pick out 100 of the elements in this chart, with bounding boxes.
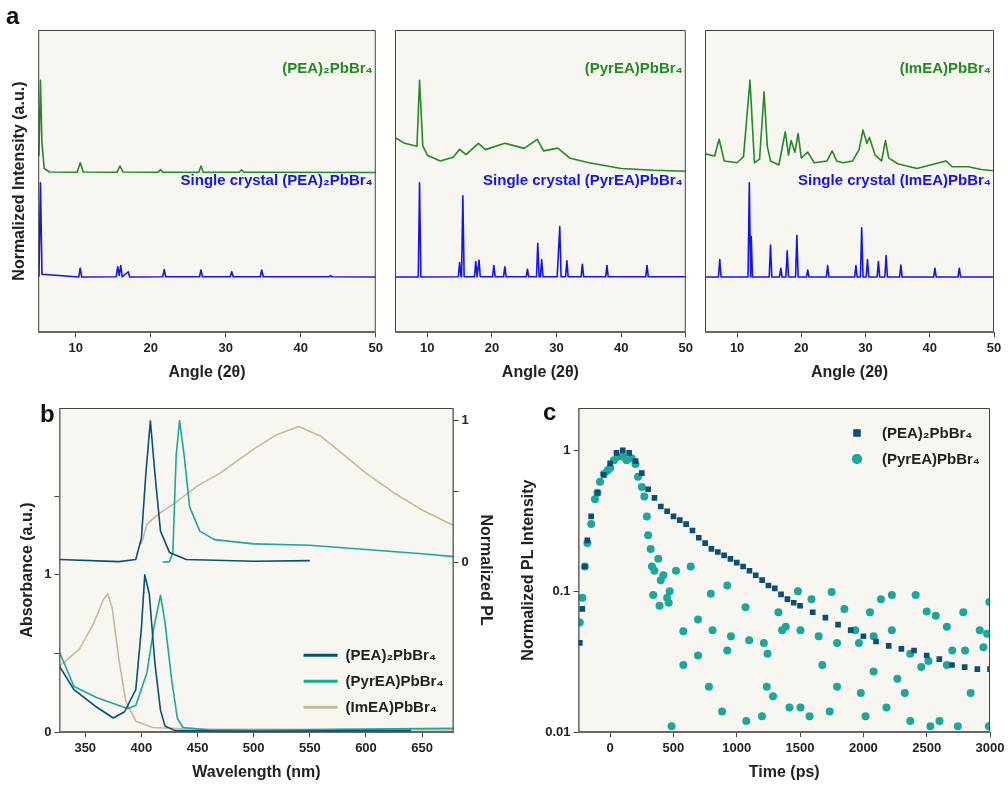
- x-tick-label: 2000: [848, 739, 878, 755]
- point: [784, 596, 791, 602]
- x-axis-title: Angle (2θ): [810, 362, 889, 380]
- legend-label: (PyrEA)PbBr₄: [882, 450, 980, 468]
- point: [809, 609, 816, 616]
- text: c: [543, 398, 557, 425]
- point: [961, 664, 968, 670]
- point: [638, 470, 645, 476]
- x-tick-label: 20: [794, 339, 809, 355]
- legend-label: (PEA)₂PbBr₄: [882, 424, 973, 442]
- y-axis-title: Normalized PL Intensity: [519, 479, 537, 661]
- x-axis-title: Angle (2θ): [168, 362, 246, 380]
- point: [632, 458, 639, 464]
- point: [613, 450, 620, 456]
- point: [974, 666, 981, 673]
- text: (ImEA)PbBr₄: [899, 59, 991, 77]
- x-tick-label: 2500: [912, 739, 942, 755]
- x-axis-title: Angle (2θ): [501, 362, 579, 380]
- point: [588, 513, 594, 520]
- point: [746, 567, 753, 574]
- text: a: [6, 2, 20, 29]
- point: [949, 662, 955, 668]
- x-tick-label: 40: [613, 339, 629, 355]
- point: [579, 606, 586, 612]
- x-tick-label: 40: [922, 339, 938, 355]
- point: [664, 508, 670, 515]
- x-axis-title: Wavelength (nm): [192, 762, 321, 780]
- point: [759, 577, 765, 583]
- point: [651, 495, 658, 501]
- x-tick-label: 650: [411, 739, 433, 755]
- x-tick-label: 500: [242, 739, 265, 755]
- point: [911, 647, 917, 654]
- x-tick-label: 500: [662, 739, 685, 755]
- x-tick-label: 20: [484, 339, 500, 355]
- point: [727, 556, 734, 562]
- point: [607, 460, 613, 467]
- point: [626, 450, 632, 456]
- x-tick-label: 50: [368, 339, 383, 355]
- y2-tick-label: 0: [461, 553, 469, 569]
- point: [847, 627, 854, 633]
- point: [885, 643, 892, 649]
- x-tick-label: 30: [858, 339, 873, 355]
- y-tick-label: 1: [563, 441, 571, 457]
- text: b: [40, 400, 55, 427]
- point: [683, 521, 689, 527]
- x-tick-label: 350: [74, 739, 97, 755]
- legend-label: (ImEA)PbBr₄: [345, 698, 437, 716]
- x-tick-label: 3000: [975, 739, 1005, 755]
- x-tick-label: 0: [606, 739, 614, 755]
- x-tick-label: 30: [549, 339, 564, 355]
- y-tick-label: 0.01: [545, 723, 571, 739]
- point: [714, 549, 721, 555]
- x-tick-label: 600: [355, 739, 377, 755]
- point: [860, 633, 867, 640]
- point: [797, 602, 803, 609]
- point: [721, 552, 727, 559]
- x-tick-label: 50: [678, 339, 693, 355]
- point: [771, 585, 778, 592]
- x-tick-label: 10: [729, 339, 745, 355]
- point: [740, 563, 746, 570]
- text: Single crystal (ImEA)PbBr₄: [797, 171, 991, 189]
- x-tick-label: 1000: [722, 739, 752, 755]
- point: [733, 559, 740, 566]
- x-tick-label: 450: [186, 739, 209, 755]
- x-tick-label: 50: [986, 339, 1002, 355]
- x-tick-label: 400: [130, 739, 153, 755]
- y2-axis-title: Normalized PL: [477, 514, 495, 626]
- series-label: Single crystal (PyrEA)PbBr₄: [483, 171, 683, 189]
- x-axis-title: Time (ps): [748, 762, 820, 780]
- y2-tick-label: 1: [461, 412, 469, 428]
- point: [657, 503, 664, 510]
- x-tick-label: 30: [218, 339, 233, 355]
- text: (PyrEA)PbBr₄: [584, 59, 683, 77]
- y-tick-label: 0.1: [552, 582, 571, 598]
- point: [619, 447, 626, 454]
- point: [790, 599, 797, 606]
- point: [702, 540, 708, 546]
- point: [873, 638, 879, 645]
- x-tick-label: 10: [68, 339, 83, 355]
- x-tick-label: 40: [293, 339, 308, 355]
- text: Single crystal (PEA)₂PbBr₄: [180, 171, 373, 189]
- point: [645, 486, 651, 493]
- point: [835, 621, 841, 628]
- point: [898, 646, 905, 652]
- x-tick-label: 550: [298, 739, 321, 755]
- point: [695, 534, 702, 541]
- x-tick-label: 20: [143, 339, 158, 355]
- x-tick-label: 10: [420, 339, 435, 355]
- point: [778, 591, 784, 598]
- legend-label: (PyrEA)PbBr₄: [345, 672, 444, 690]
- y-axis-title: Absorbance (a.u.): [18, 502, 36, 638]
- point: [676, 517, 683, 523]
- point: [923, 652, 930, 659]
- point: [936, 656, 943, 662]
- point: [752, 572, 759, 579]
- point: [708, 546, 715, 552]
- legend-label: (PEA)₂PbBr₄: [345, 646, 437, 664]
- y-axis-title: Normalized Intensity (a.u.): [10, 81, 28, 281]
- x-tick-label: 1500: [785, 739, 815, 755]
- text: (PEA)₂PbBr₄: [282, 59, 373, 77]
